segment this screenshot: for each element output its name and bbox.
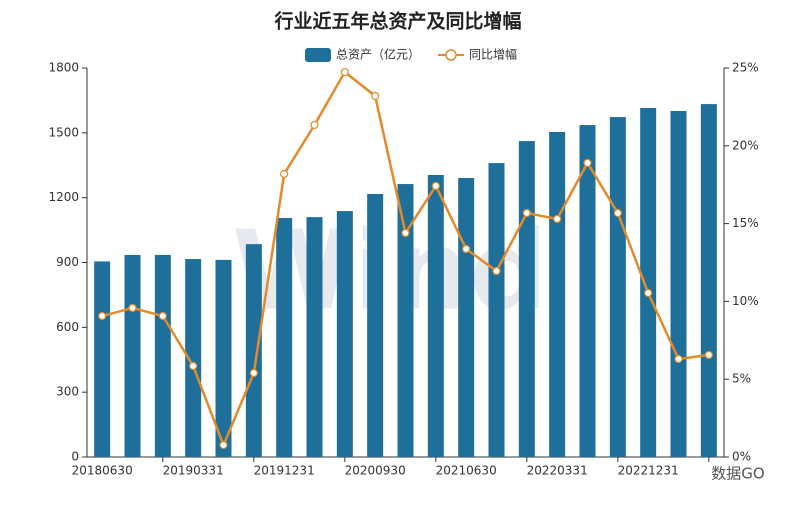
line-point — [431, 181, 440, 191]
line-point — [249, 368, 258, 378]
bar — [367, 193, 384, 457]
y-tick-label: 1500 — [48, 125, 79, 139]
line-point — [128, 303, 137, 313]
x-tick-label: 20190331 — [163, 464, 224, 478]
y2-tick-label: 10% — [732, 294, 759, 308]
bar — [306, 217, 323, 457]
bar — [276, 217, 293, 457]
line-point — [280, 169, 289, 179]
bar — [94, 261, 111, 457]
bar — [640, 107, 657, 457]
x-tick-label: 20191231 — [254, 464, 315, 478]
bar — [245, 244, 262, 457]
y2-tick-label: 0% — [732, 450, 751, 464]
bar — [397, 184, 414, 457]
x-tick-label: 20200930 — [345, 464, 406, 478]
bar — [518, 141, 535, 457]
bar — [185, 259, 202, 457]
bar — [488, 163, 505, 458]
bar — [215, 259, 232, 457]
line-point — [522, 208, 531, 218]
line-point — [553, 214, 562, 224]
bar — [700, 104, 717, 458]
y2-tick-label: 25% — [732, 61, 759, 75]
y-tick-label: 1200 — [48, 190, 79, 204]
bar — [579, 125, 596, 457]
line-point — [219, 440, 228, 450]
x-tick-label: 20180630 — [72, 464, 133, 478]
y-tick-label: 0 — [71, 450, 79, 464]
x-tick-label: 20221231 — [618, 464, 679, 478]
x-tick-label: 20220331 — [527, 464, 588, 478]
line-point — [158, 311, 167, 321]
line-point — [492, 266, 501, 276]
y2-tick-label: 20% — [732, 138, 759, 152]
line-point — [704, 350, 713, 360]
y-tick-label: 300 — [56, 385, 79, 399]
y-tick-label: 600 — [56, 320, 79, 334]
bar — [154, 254, 171, 457]
line-point — [340, 67, 349, 77]
bar — [124, 254, 141, 457]
line-point — [613, 208, 622, 218]
line-point — [583, 158, 592, 168]
bar — [427, 174, 444, 457]
line-point — [98, 311, 107, 321]
bar — [458, 178, 475, 457]
chart-title: 行业近五年总资产及同比增幅 — [273, 10, 521, 33]
legend-label: 同比增幅 — [469, 47, 517, 62]
line-point — [401, 228, 410, 238]
legend-label: 总资产（亿元） — [336, 47, 420, 62]
bar — [336, 211, 353, 457]
bar — [549, 131, 566, 458]
bar — [670, 111, 687, 458]
y-tick-label: 900 — [56, 255, 79, 269]
line-point — [462, 244, 471, 254]
line-point — [371, 91, 380, 101]
legend-swatch — [445, 49, 457, 61]
line-point — [189, 361, 198, 371]
line-point — [644, 288, 653, 298]
legend-swatch — [305, 48, 331, 62]
y-tick-label: 1800 — [48, 61, 79, 75]
y2-tick-label: 5% — [732, 372, 751, 386]
y2-tick-label: 15% — [732, 216, 759, 230]
badge: 数据GO — [711, 465, 764, 483]
line-point — [310, 120, 319, 130]
bar — [609, 117, 626, 457]
x-tick-label: 20210630 — [436, 464, 497, 478]
line-point — [674, 354, 683, 364]
